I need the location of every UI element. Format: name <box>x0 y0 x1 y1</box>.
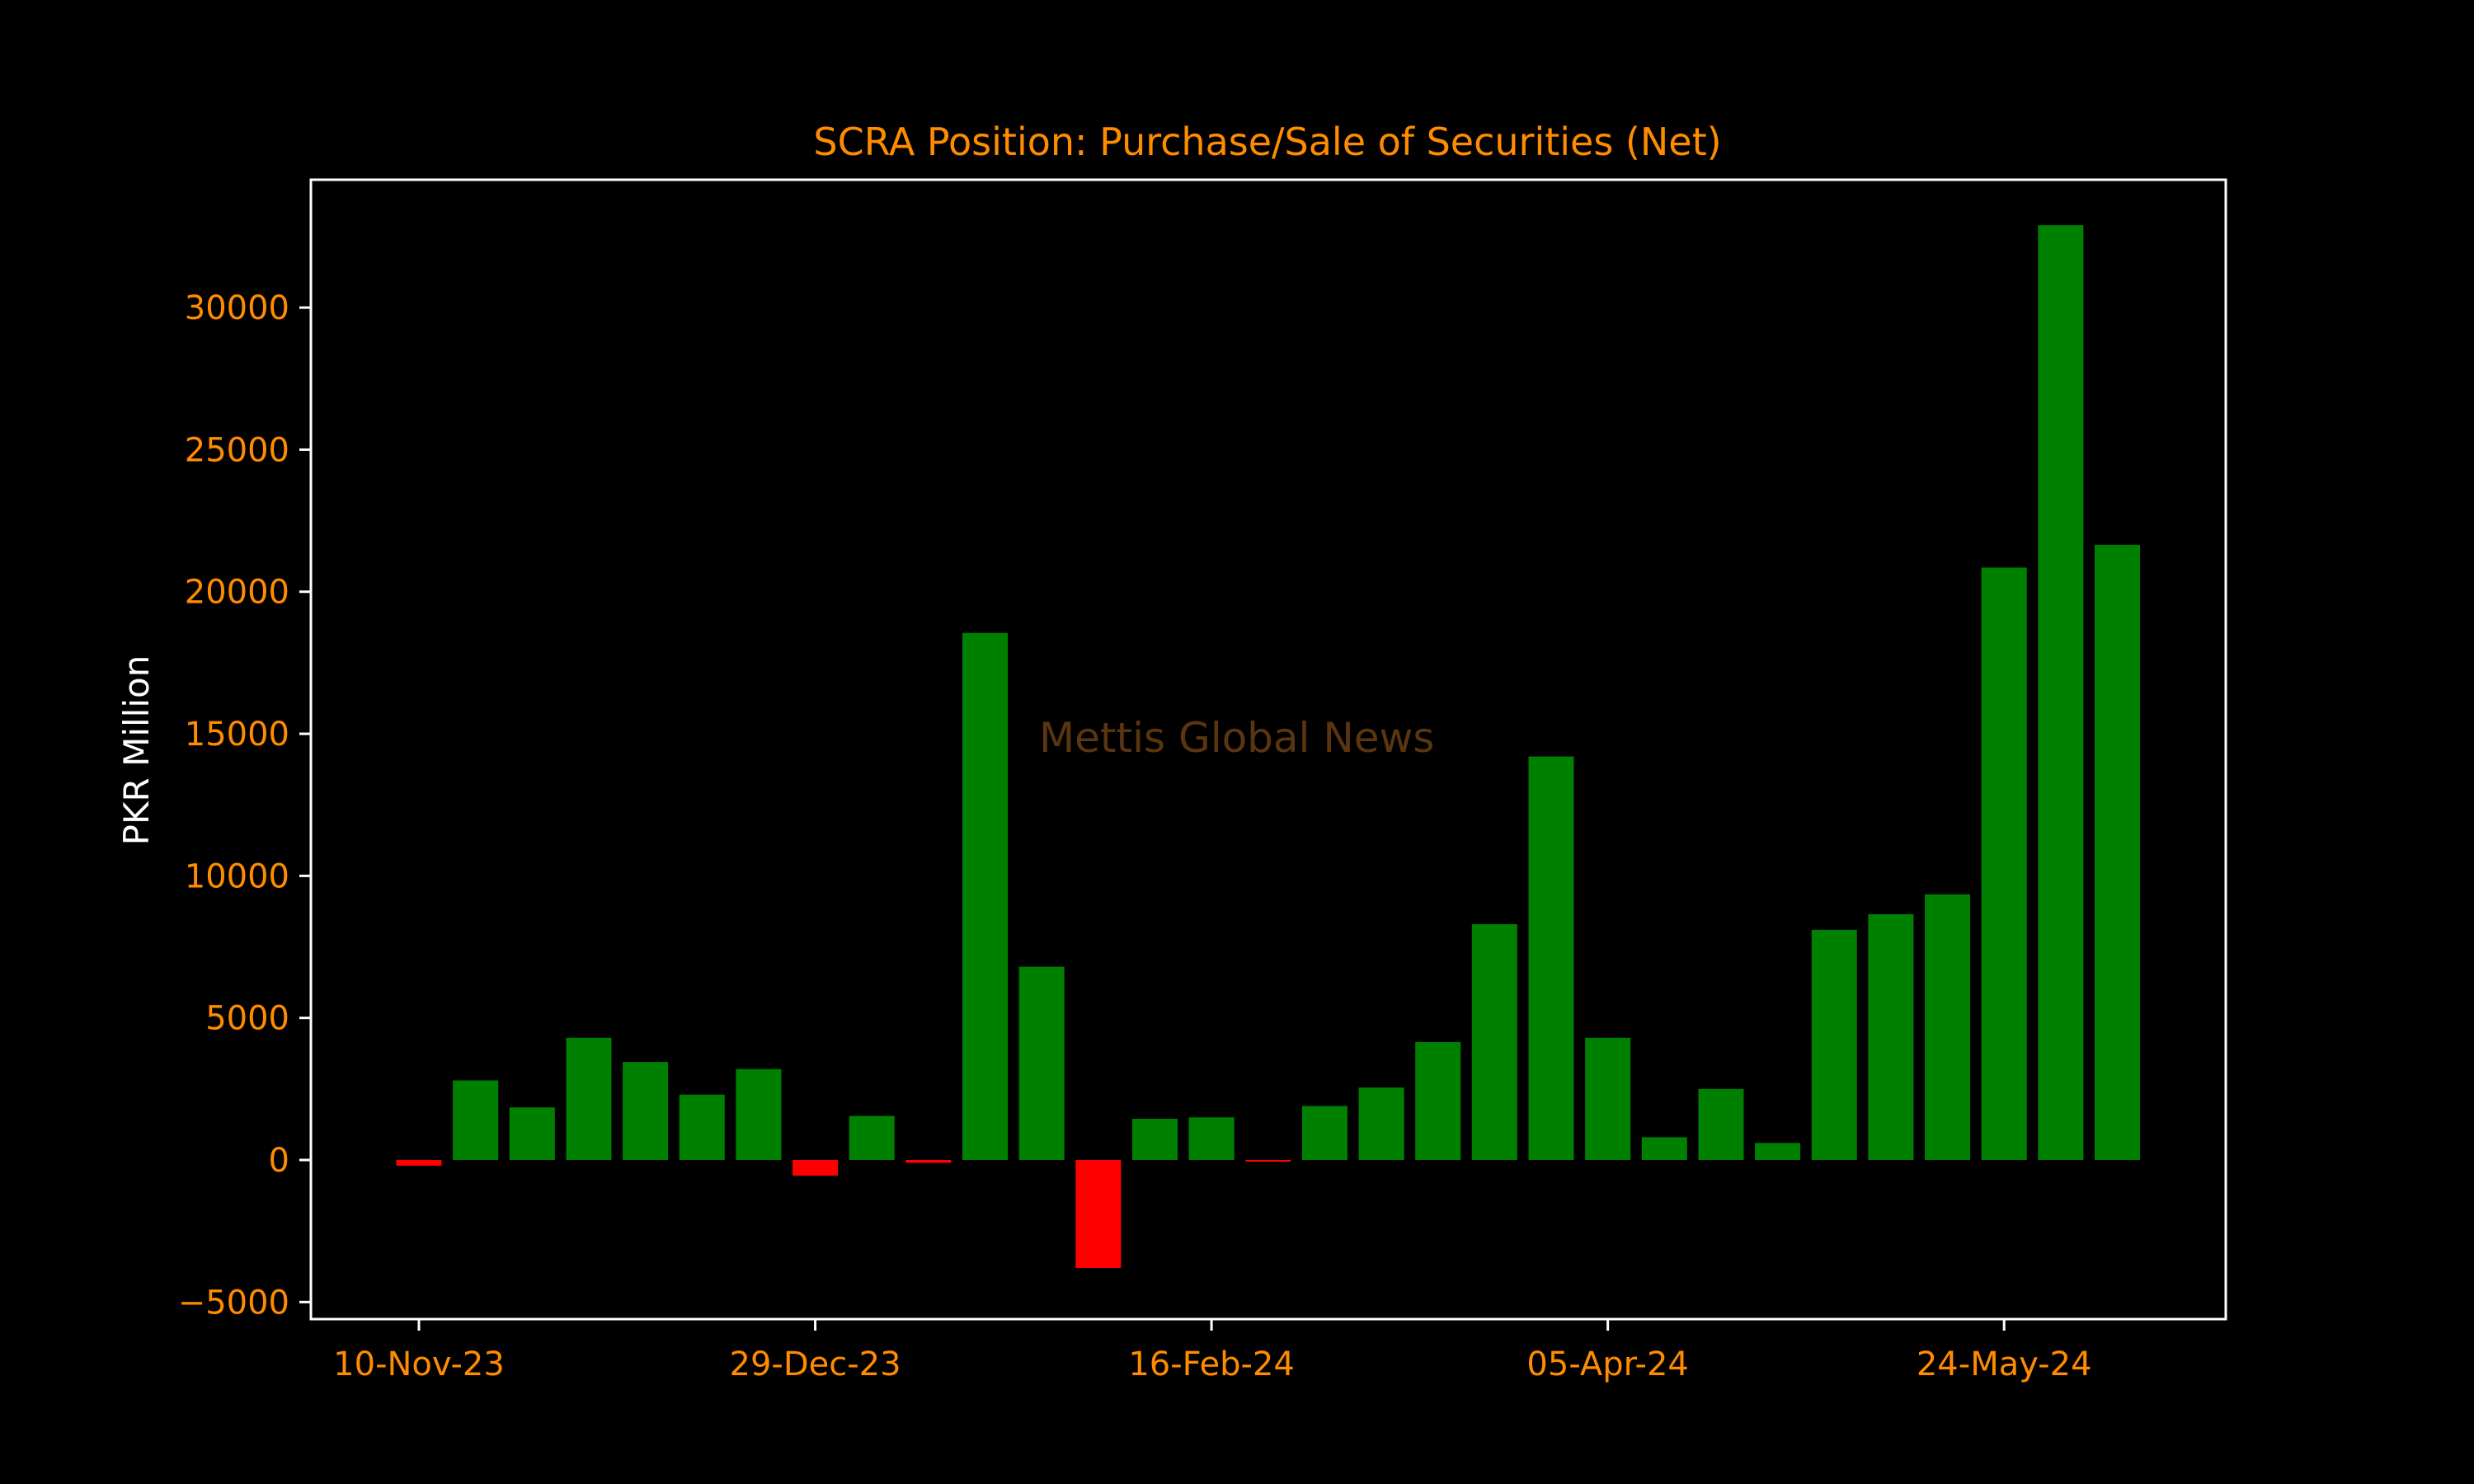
bar-16-Feb-24 <box>1188 1117 1235 1161</box>
y-tick-label: 5000 <box>205 1000 289 1038</box>
bar-29-Dec-23 <box>793 1160 839 1176</box>
x-axis: 10-Nov-23 29-Dec-23 16-Feb-24 05-Apr-24 24-M… <box>333 1319 2092 1383</box>
bars-group <box>396 225 2140 1268</box>
bar-17-May-24 <box>1925 894 1971 1161</box>
x-tick-label: 29-Dec-23 <box>730 1345 901 1383</box>
y-tick-label: 30000 <box>185 289 289 327</box>
bar-08-Dec-23 <box>623 1062 669 1161</box>
y-axis: −5000 0 5000 10000 15000 20000 25000 30000 <box>178 289 311 1322</box>
plot-frame <box>309 178 2227 1321</box>
bar-01-Dec-23 <box>566 1037 612 1161</box>
chart-title: SCRA Position: Purchase/Sale of Securiti… <box>813 120 1721 164</box>
y-tick-label: 10000 <box>185 857 289 895</box>
bar-05-Apr-24 <box>1585 1037 1631 1161</box>
y-tick-label: 0 <box>269 1142 289 1180</box>
bar-07-Jun-24 <box>2095 544 2140 1161</box>
y-tick-label: −5000 <box>178 1284 289 1322</box>
bar-24-Nov-23 <box>509 1107 555 1161</box>
bar-22-Mar-24 <box>1471 923 1517 1161</box>
bar-12-Apr-24 <box>1641 1137 1687 1161</box>
y-tick-label: 15000 <box>185 716 289 754</box>
x-tick-label: 16-Feb-24 <box>1128 1345 1294 1383</box>
bar-15-Mar-24 <box>1415 1041 1461 1161</box>
bar-12-Jan-24 <box>905 1160 952 1163</box>
bar-19-Jan-24 <box>962 632 1008 1161</box>
bar-24-May-24 <box>1981 567 2027 1161</box>
y-tick-label: 20000 <box>185 574 289 612</box>
bar-01-Mar-24 <box>1301 1106 1348 1161</box>
bar-15-Dec-23 <box>679 1094 725 1161</box>
y-tick-label: 25000 <box>185 431 289 469</box>
bar-19-Apr-24 <box>1698 1088 1744 1161</box>
bar-09-Feb-24 <box>1131 1119 1178 1161</box>
x-tick-label: 05-Apr-24 <box>1526 1345 1688 1383</box>
x-tick-label: 24-May-24 <box>1917 1345 2092 1383</box>
watermark-text: Mettis Global News <box>1039 714 1434 762</box>
bar-26-Apr-24 <box>1755 1143 1801 1161</box>
y-axis-label: PKR Million <box>116 655 157 846</box>
bar-08-Mar-24 <box>1358 1087 1404 1161</box>
x-tick-label: 10-Nov-23 <box>333 1345 505 1383</box>
bar-17-Nov-23 <box>453 1080 499 1161</box>
bar-03-May-24 <box>1811 929 1857 1161</box>
bar-31-May-24 <box>2038 225 2084 1161</box>
bar-02-Feb-24 <box>1075 1160 1122 1268</box>
bar-10-Nov-23 <box>396 1160 442 1166</box>
bar-10-May-24 <box>1868 913 1914 1161</box>
bar-26-Jan-24 <box>1018 966 1065 1161</box>
bar-05-Jan-24 <box>849 1115 895 1161</box>
bar-29-Mar-24 <box>1528 756 1574 1161</box>
bar-22-Dec-23 <box>736 1068 782 1161</box>
bar-23-Feb-24 <box>1245 1160 1291 1162</box>
